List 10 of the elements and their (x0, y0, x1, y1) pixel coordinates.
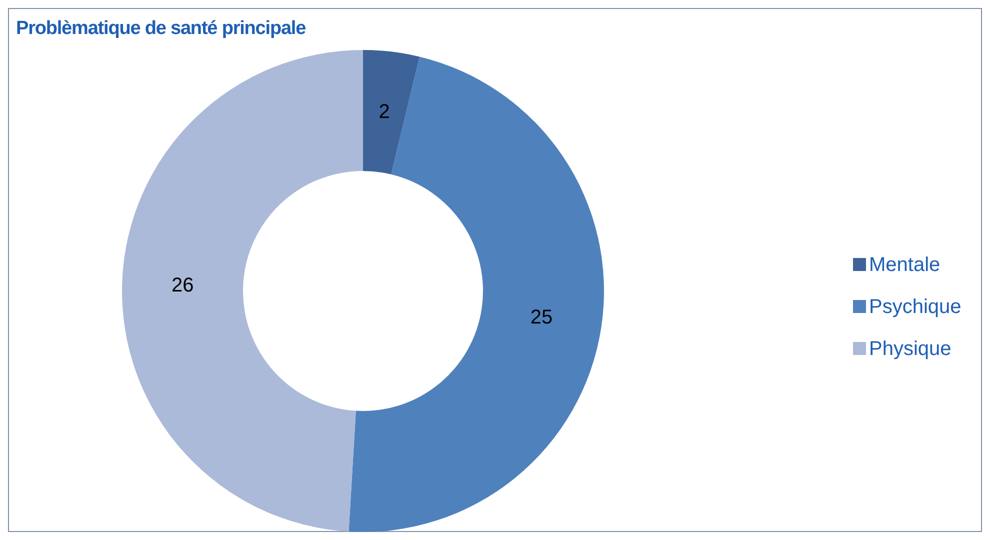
donut-slice (122, 50, 363, 532)
data-label: 2 (378, 100, 390, 123)
legend-label: Physique (869, 338, 952, 360)
legend-label: Mentale (869, 254, 940, 276)
legend-label: Psychique (869, 296, 962, 318)
donut-slice (348, 56, 604, 532)
data-label: 25 (530, 306, 553, 329)
chart-title: Problèmatique de santé principale (16, 18, 306, 39)
data-label: 26 (171, 274, 194, 297)
donut-slice (363, 50, 420, 174)
